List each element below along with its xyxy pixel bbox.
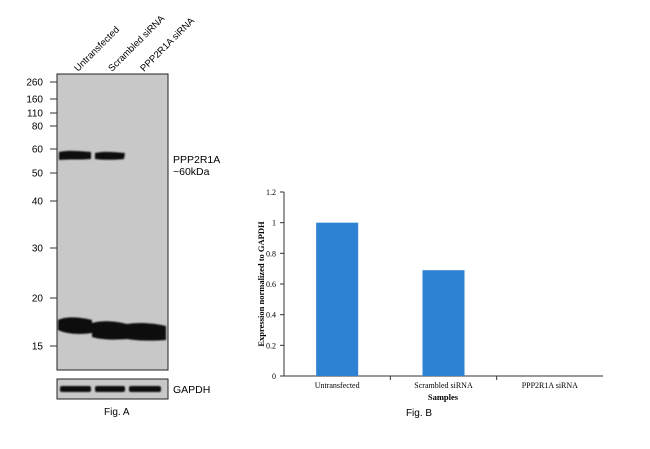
mw-label-80: 80 [32,122,44,133]
chart-y-tick-label: 0 [272,372,276,381]
chart-y-tick-label: 1 [272,219,276,228]
chart-y-tick-label: 0.8 [266,249,276,258]
chart-bars [316,222,465,376]
western-blot-panel: Untransfected Scrambled siRNA PPP2R1A si… [26,13,220,418]
mw-label-40: 40 [32,197,44,208]
mw-label-15: 15 [32,342,44,353]
mw-label-30: 30 [32,244,44,255]
chart-y-axis-label: Expression normalized to GAPDH [256,221,266,347]
chart-y-tick-label: 0.2 [266,341,276,350]
chart-y-tick-label: 1.2 [266,188,276,197]
mw-label-110: 110 [27,109,43,120]
bar-scrambled-sirna [422,270,465,376]
chart-x-tick-labels: Untransfected Scrambled siRNA PPP2R1A siRN… [315,381,578,390]
mw-label-50: 50 [32,169,44,180]
mw-label-260: 260 [26,78,43,89]
chart-y-tick-labels: 0 0.2 0.4 0.6 0.8 1 1.2 [266,188,276,381]
bar-untransfected [316,222,359,376]
gapdh-band-lane-2 [95,386,125,392]
mw-label-160: 160 [26,95,43,106]
target-protein-label: PPP2R1A [173,154,220,166]
chart-x-tick-label: Scrambled siRNA [414,381,473,390]
gapdh-band-lane-3 [129,386,161,392]
target-size-label: ~60kDa [173,166,210,178]
mw-marker-ladder: 260 160 110 80 60 50 40 30 20 15 [26,78,57,353]
band-low-lane-2 [92,321,127,340]
low-mw-bands [58,317,166,341]
gapdh-bands [60,386,161,392]
band-60kda-lane-2 [95,151,125,160]
lane-label-scrambled-sirna: Scrambled siRNA [106,13,167,74]
band-low-lane-3 [127,322,166,341]
chart-x-axis-label: Samples [428,392,459,402]
gapdh-band-lane-1 [60,386,91,392]
chart-y-tick-label: 0.4 [266,311,276,320]
mw-label-60: 60 [32,145,44,156]
chart-x-tick-label: Untransfected [315,381,360,390]
gapdh-label: GAPDH [173,384,210,396]
ppp2r1a-bands [59,150,125,160]
chart-y-tick-label: 0.6 [266,280,276,289]
band-60kda-lane-1 [59,150,91,160]
fig-b-caption: Fig. B [406,408,432,419]
band-low-lane-1 [58,317,92,334]
bar-chart-panel: 0 0.2 0.4 0.6 0.8 1 1.2 Untransfected Scrambled… [256,188,603,419]
lane-label-ppp2r1a-sirna: PPP2R1A siRNA [138,15,197,74]
fig-a-caption: Fig. A [104,407,130,418]
chart-x-tick-label: PPP2R1A siRNA [522,381,578,390]
mw-label-20: 20 [32,294,44,305]
